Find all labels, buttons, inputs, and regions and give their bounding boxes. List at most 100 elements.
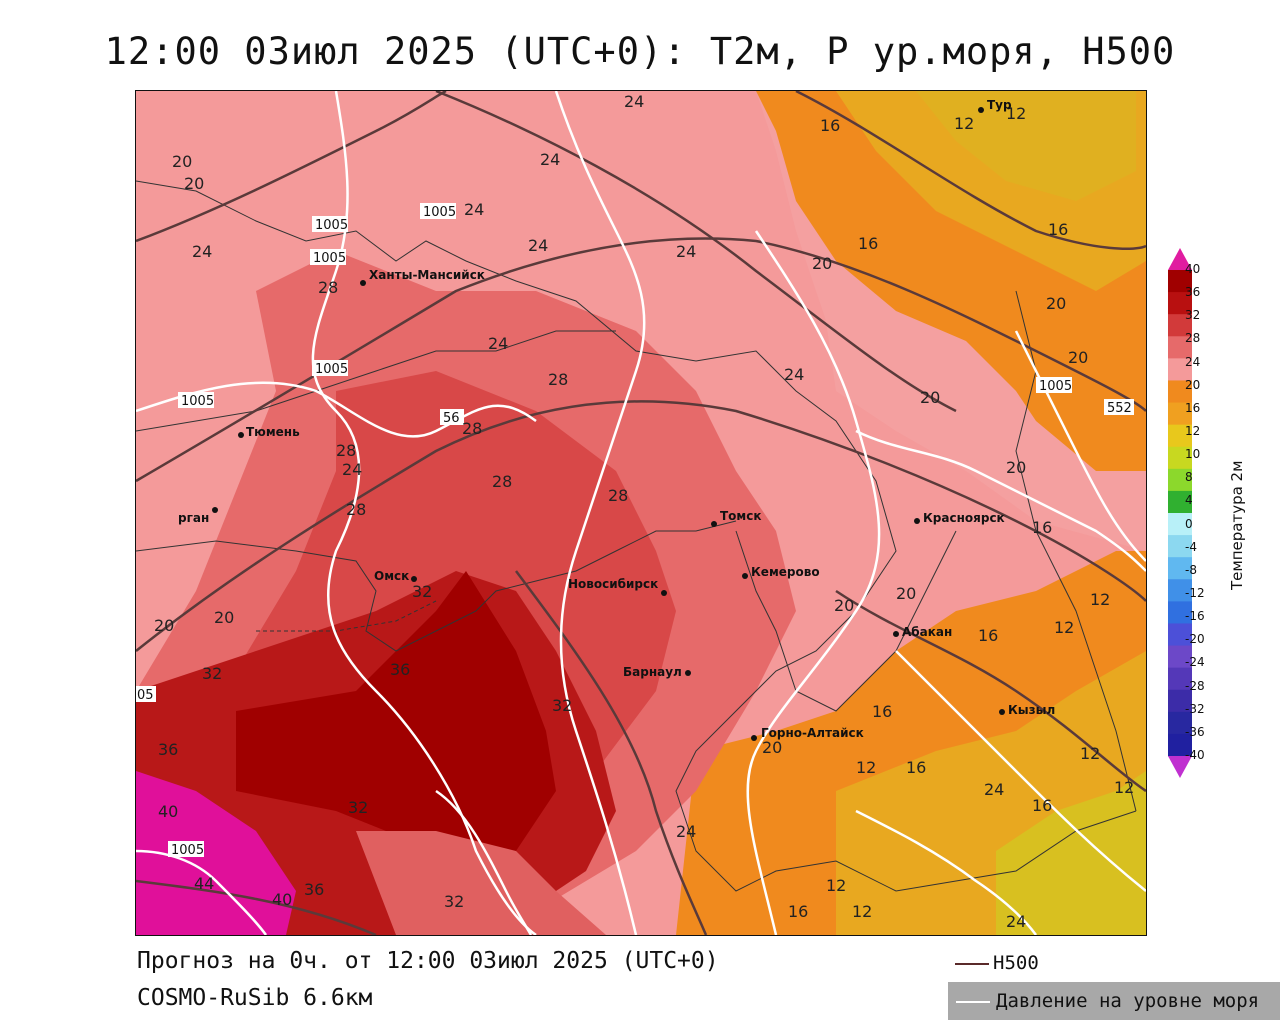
colorbar-tick-label: -24: [1185, 655, 1205, 670]
h500-label-1: 56: [440, 409, 464, 426]
svg-text:12: 12: [1054, 618, 1074, 637]
slp-isobar-3: [554, 91, 646, 935]
colorbar-tick-label: 8: [1185, 470, 1193, 485]
svg-text:16: 16: [1048, 220, 1068, 239]
svg-text:12: 12: [1006, 104, 1026, 123]
colorbar-segment: [1168, 535, 1192, 558]
colorbar-tick-label: 0: [1185, 516, 1193, 531]
city-kyzyl[interactable]: Кызыл: [999, 703, 1055, 717]
svg-text:28: 28: [336, 441, 356, 460]
city-kurgan[interactable]: рган: [178, 507, 218, 525]
svg-text:12: 12: [1090, 590, 1110, 609]
svg-text:36: 36: [158, 740, 178, 759]
svg-text:44: 44: [194, 874, 214, 893]
slp-isobar-6: [1014, 330, 1146, 562]
forecast-map[interactable]: 1005 1005 1005 1005 1005 1005 1005 05 56…: [135, 90, 1147, 936]
svg-text:20: 20: [1068, 348, 1088, 367]
city-khanty-mansiysk[interactable]: Ханты-Мансийск: [360, 268, 485, 286]
colorbar-tick-label: -28: [1185, 678, 1205, 693]
svg-text:28: 28: [462, 419, 482, 438]
svg-text:20: 20: [1046, 294, 1066, 313]
city-barnaul[interactable]: Барнаул: [623, 665, 691, 679]
colorbar-segment: [1168, 601, 1192, 624]
city-krasnoyarsk[interactable]: Красноярск: [914, 511, 1005, 525]
temp-zone-12-north: [916, 91, 1136, 201]
map-canvas: 1005 1005 1005 1005 1005 1005 1005 05 56…: [136, 91, 1146, 935]
colorbar-segment: [1168, 402, 1192, 426]
colorbar-segment: [1168, 424, 1192, 448]
svg-text:16: 16: [978, 626, 998, 645]
slp-isobar-2: [136, 381, 537, 438]
svg-text:24: 24: [676, 242, 696, 261]
svg-text:20: 20: [214, 608, 234, 627]
h500-line-5: [435, 91, 957, 413]
colorbar-tick-label: 10: [1185, 447, 1201, 462]
svg-text:Омск: Омск: [374, 569, 409, 583]
city-tyumen[interactable]: Тюмень: [238, 425, 300, 439]
svg-text:1005: 1005: [171, 843, 204, 858]
svg-text:20: 20: [920, 388, 940, 407]
svg-text:20: 20: [762, 738, 782, 757]
city-tura[interactable]: Тур: [978, 98, 1012, 113]
colorbar-tick-label: -16: [1185, 609, 1205, 624]
svg-text:1005: 1005: [1039, 379, 1072, 394]
colorbar-segment: [1168, 292, 1192, 315]
city-kemerovo[interactable]: Кемерово: [742, 565, 820, 579]
city-gorno-altaysk[interactable]: Горно-Алтайск: [751, 726, 864, 741]
svg-text:24: 24: [528, 236, 548, 255]
colorbar-top-arrow: [1168, 248, 1192, 270]
city-novosibirsk[interactable]: Новосибирск: [568, 577, 667, 596]
country-border-kz: [256, 600, 437, 632]
svg-text:1005: 1005: [315, 362, 348, 377]
svg-text:Тюмень: Тюмень: [246, 425, 300, 439]
map-title: 12:00 03июл 2025 (UTC+0): T2м, P ур.моря…: [104, 30, 1176, 73]
region-border-1: [136, 180, 1137, 892]
slp-isobar-8: [136, 849, 268, 935]
temp-zone-28-south: [356, 831, 606, 935]
colorbar-tick-label: -32: [1185, 701, 1205, 716]
city-omsk[interactable]: Омск: [374, 569, 417, 583]
h500-line-8: [136, 879, 377, 935]
svg-text:Ханты-Мансийск: Ханты-Мансийск: [369, 268, 485, 282]
h500-line-7: [835, 589, 1146, 793]
region-border-2: [136, 520, 737, 652]
svg-text:24: 24: [192, 242, 212, 261]
temp-zone-12-south: [996, 771, 1146, 935]
svg-text:32: 32: [202, 664, 222, 683]
colorbar-segment: [1168, 689, 1192, 713]
svg-text:16: 16: [1032, 518, 1052, 537]
slp-label-3: 1005: [420, 203, 456, 220]
forecast-caption: Прогноз на 0ч. от 12:00 03июл 2025 (UTC+…: [137, 948, 719, 974]
svg-text:20: 20: [154, 616, 174, 635]
colorbar-segment: [1168, 557, 1192, 580]
h500-label-2: 552: [1104, 399, 1134, 416]
legend-h500: H500: [955, 952, 1039, 974]
svg-text:28: 28: [548, 370, 568, 389]
h500-line-4: [795, 91, 1146, 250]
temp-zone-40-44: [136, 771, 296, 935]
colorbar-tick-label: -12: [1185, 586, 1205, 600]
h500-line-swatch: [955, 962, 989, 965]
city-tomsk[interactable]: Томск: [711, 509, 762, 527]
svg-text:12: 12: [852, 902, 872, 921]
slp-label-5: 1005: [178, 392, 214, 409]
svg-text:Кызыл: Кызыл: [1008, 703, 1055, 717]
colorbar-title: Температура 2м: [1228, 460, 1246, 590]
svg-text:рган: рган: [178, 511, 209, 525]
svg-text:56: 56: [443, 411, 460, 426]
colorbar-segment: [1168, 336, 1192, 359]
svg-text:552: 552: [1107, 401, 1132, 416]
slp-isobar-1: [311, 91, 537, 935]
region-border-3: [136, 330, 616, 432]
svg-text:20: 20: [896, 584, 916, 603]
colorbar-tick-label: 40: [1185, 262, 1201, 276]
city-abakan[interactable]: Абакан: [893, 625, 952, 639]
svg-text:Красноярск: Красноярск: [923, 511, 1005, 525]
colorbar-tick-label: -40: [1185, 748, 1205, 762]
temp-labels: 20 20 24 24 24 24 24 24 24 24 24 28 28 2…: [154, 92, 1134, 931]
colorbar-segment: [1168, 468, 1192, 492]
svg-text:36: 36: [390, 660, 410, 679]
slp-label-4: 1005: [312, 360, 348, 377]
slp-isobar-7: [895, 650, 1146, 892]
svg-text:12: 12: [1080, 744, 1100, 763]
